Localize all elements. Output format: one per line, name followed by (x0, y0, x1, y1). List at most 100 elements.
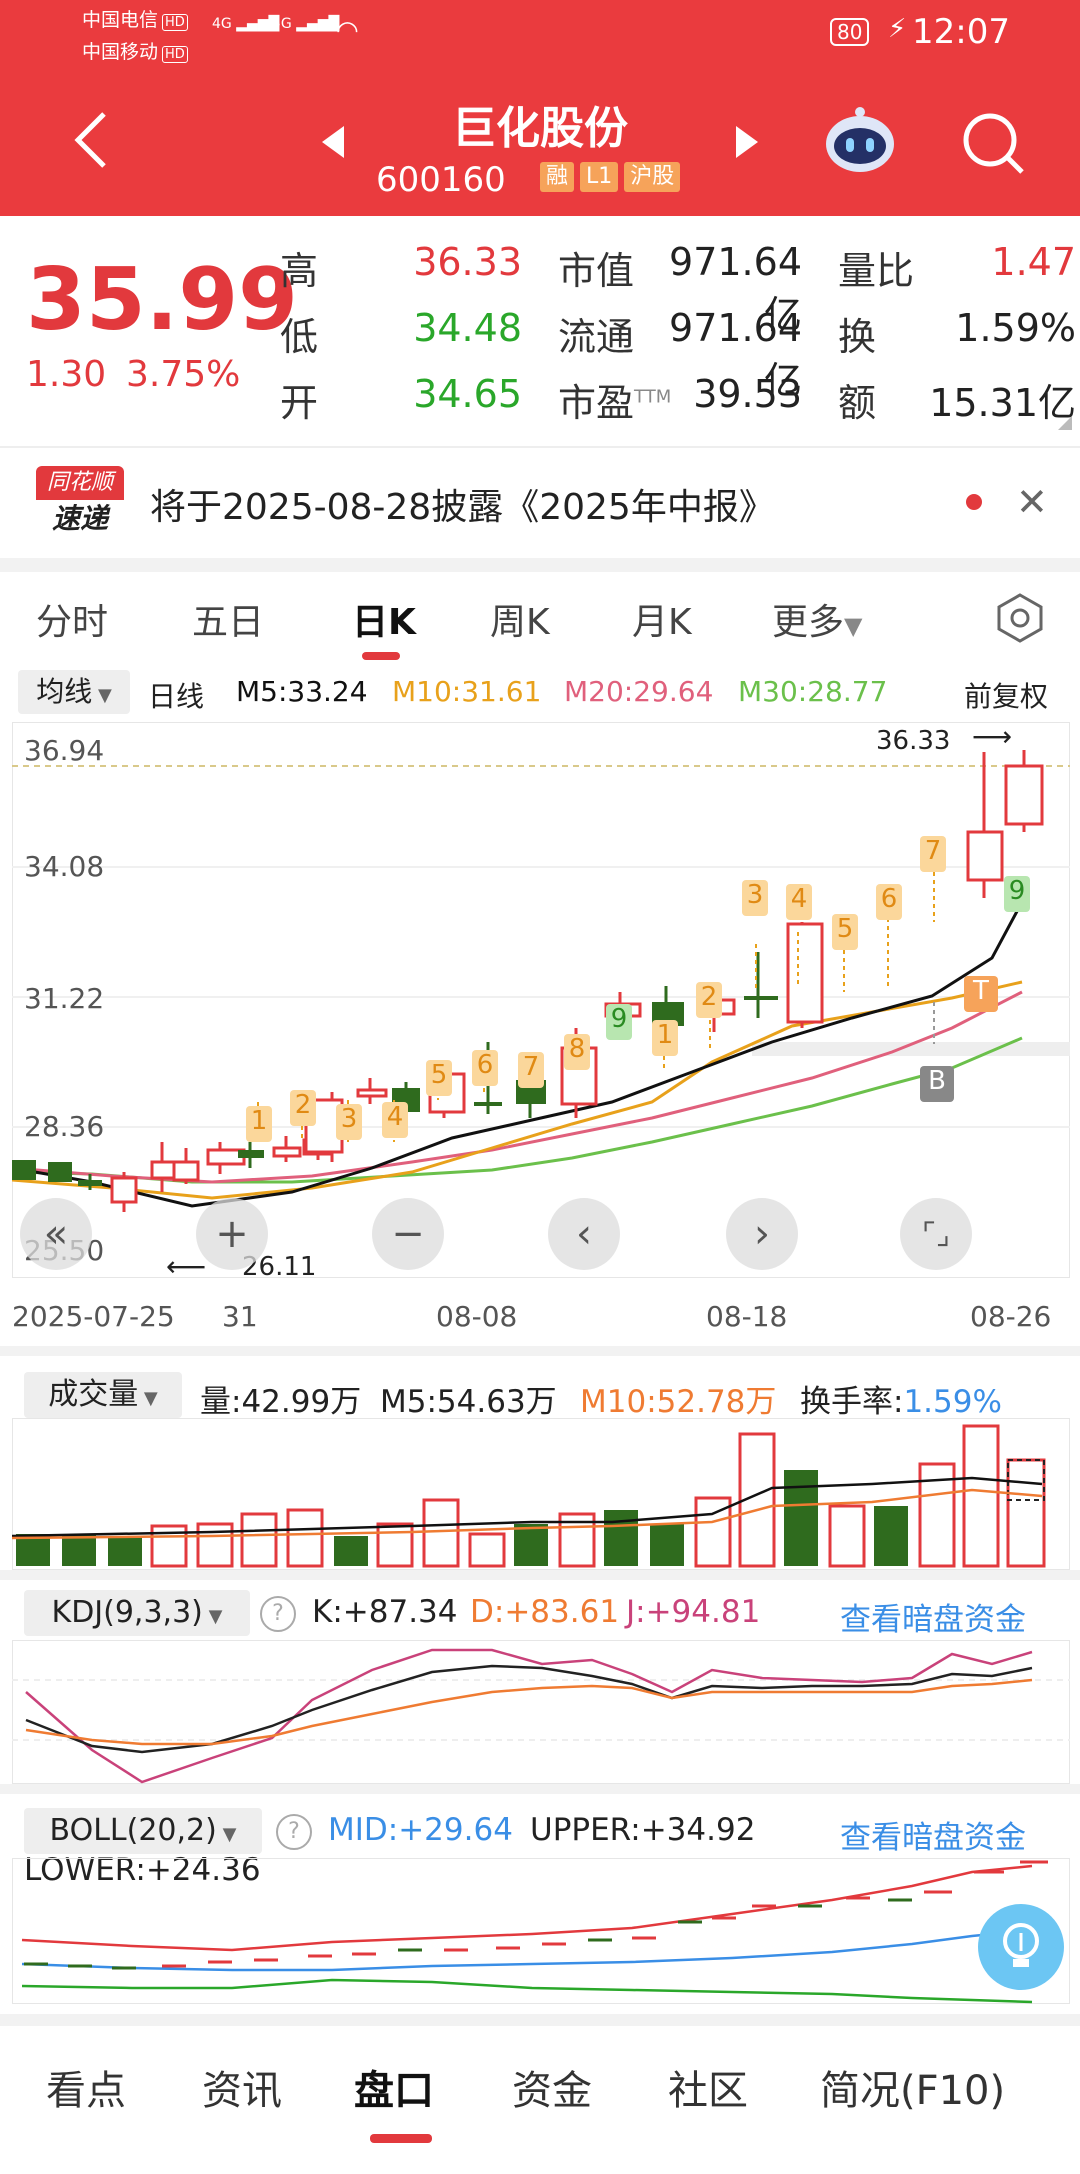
signal-badge-t: T (964, 976, 998, 1012)
header-bar: 中国电信 HD 中国移动 HD 4G ▂▄▆█ 5G ▂▄▆█ ◠ 80 ⚡ 12:… (0, 0, 1080, 216)
signal-badge: 7 (920, 836, 946, 872)
search-button[interactable] (960, 110, 1028, 182)
boll-mid-value: MID:+29.64 (328, 1812, 513, 1848)
hexagon-settings-icon (997, 593, 1043, 643)
signal-badge: 2 (290, 1090, 316, 1126)
kdj-d-value: D:+83.61 (470, 1594, 620, 1630)
tab-profile[interactable]: 简况(F10) (820, 2068, 1006, 2114)
date-tick: 2025-07-25 (12, 1300, 175, 1333)
scroll-right-button[interactable]: › (726, 1198, 798, 1270)
tab-more[interactable]: 更多▼ (772, 602, 863, 643)
tab-monthly-k[interactable]: 月K (632, 602, 692, 643)
signal-badge: 6 (876, 884, 902, 920)
divider (0, 446, 1080, 448)
adjust-mode[interactable]: 前复权 (964, 680, 1049, 713)
dark-pool-link[interactable]: 查看暗盘资金 (840, 1820, 1026, 1856)
last-price: 35.99 (26, 250, 299, 350)
section-gap (0, 1570, 1080, 1580)
volume-bar (286, 1508, 324, 1568)
candle (12, 1160, 36, 1180)
wifi-icon: ◠ (336, 16, 359, 46)
chart-settings-button[interactable] (994, 592, 1046, 648)
kdj-dropdown[interactable]: KDJ(9,3,3) ▼ (24, 1590, 250, 1636)
signal-badge: 6 (472, 1050, 498, 1086)
date-tick: 08-18 (706, 1300, 788, 1333)
chevron-right-icon: › (754, 1211, 770, 1257)
dark-pool-link[interactable]: 查看暗盘资金 (840, 1602, 1026, 1638)
boll-upper-value: UPPER:+34.92 (530, 1812, 756, 1848)
volume-bar (468, 1532, 506, 1568)
dropdown-icon: ▼ (202, 1606, 223, 1627)
amount-label: 额 (838, 381, 877, 425)
news-text[interactable]: 将于2025-08-28披露《2025年中报》 (150, 487, 775, 528)
back-button[interactable] (70, 110, 110, 174)
tips-button[interactable] (978, 1904, 1064, 1990)
tab-highlights[interactable]: 看点 (46, 2068, 126, 2114)
tab-indicator (362, 652, 400, 660)
zoom-in-button[interactable]: + (196, 1198, 268, 1270)
plus-icon: + (215, 1211, 249, 1257)
kdj-chart[interactable] (12, 1640, 1070, 1784)
tab-community[interactable]: 社区 (668, 2068, 748, 2114)
float-value: 971.64亿 (669, 306, 802, 403)
unread-dot (966, 494, 982, 510)
fullscreen-icon: ⌜⌟ (921, 1216, 951, 1252)
candle (744, 996, 778, 1000)
boll-dropdown[interactable]: BOLL(20,2) ▼ (24, 1808, 262, 1854)
candle (110, 1176, 138, 1204)
fullscreen-button[interactable]: ⌜⌟ (900, 1198, 972, 1270)
signal-badge: 2 (696, 982, 722, 1018)
ma5-value: M5:33.24 (236, 675, 368, 708)
prev-stock-button[interactable] (320, 124, 346, 164)
scroll-left-button[interactable]: ‹ (548, 1198, 620, 1270)
chevron-left-icon: ‹ (576, 1211, 592, 1257)
volume-ma10: M10:52.78万 (580, 1384, 777, 1420)
amount-value: 15.31亿 (929, 381, 1076, 425)
signal-badge: 5 (426, 1060, 452, 1096)
ma30-value: M30:28.77 (738, 675, 888, 708)
signal-badge: 9 (1004, 876, 1030, 912)
volume-dropdown[interactable]: 成交量 ▼ (24, 1372, 182, 1418)
volume-bar (604, 1510, 638, 1566)
triangle-left-icon (322, 126, 344, 158)
zoom-out-button[interactable]: − (372, 1198, 444, 1270)
volratio-value: 1.47 (991, 240, 1076, 284)
close-icon[interactable]: ✕ (1016, 480, 1048, 524)
tab-five-day[interactable]: 五日 (192, 602, 265, 643)
rewind-button[interactable]: « (20, 1198, 92, 1270)
tab-order-book[interactable]: 盘口 (354, 2068, 434, 2114)
tab-intraday[interactable]: 分时 (36, 602, 109, 643)
tab-news[interactable]: 资讯 (202, 2068, 282, 2114)
signal-5g: 5G ▂▄▆█ (272, 16, 340, 32)
next-stock-button[interactable] (734, 124, 760, 164)
price-tick: 36.94 (24, 734, 105, 767)
candle (966, 830, 1004, 882)
boll-chart[interactable] (12, 1858, 1070, 2004)
expand-corner-icon[interactable] (1058, 416, 1072, 430)
lightbulb-icon (1003, 1923, 1039, 1967)
volume-bar (784, 1470, 818, 1566)
volume-chart[interactable] (12, 1418, 1070, 1570)
help-icon[interactable]: ? (260, 1596, 296, 1632)
candle (272, 1146, 302, 1158)
candle (78, 1180, 102, 1186)
tab-funds[interactable]: 资金 (512, 2068, 592, 2114)
dropdown-icon: ▼ (216, 1824, 237, 1845)
stock-code: 600160 (376, 160, 506, 200)
stock-name: 巨化股份 (452, 103, 628, 154)
tab-weekly-k[interactable]: 周K (490, 602, 550, 643)
signal-badge: 1 (652, 1020, 678, 1056)
ma-dropdown[interactable]: 均线 ▼ (18, 670, 130, 714)
volume-bars (16, 1424, 1046, 1568)
tab-daily-k[interactable]: 日K (352, 602, 416, 643)
price-change-pct: 3.75% (126, 354, 241, 395)
volume-bar (334, 1536, 368, 1566)
back-arrow-icon (74, 112, 106, 168)
max-price-label: 36.33 (876, 726, 951, 756)
robot-assistant-button[interactable] (822, 106, 898, 180)
kline-chart[interactable] (12, 722, 1070, 1278)
help-icon[interactable]: ? (276, 1814, 312, 1850)
low-label: 低 (280, 315, 319, 359)
low-value: 34.48 (413, 306, 522, 350)
volume-bar (62, 1534, 96, 1566)
